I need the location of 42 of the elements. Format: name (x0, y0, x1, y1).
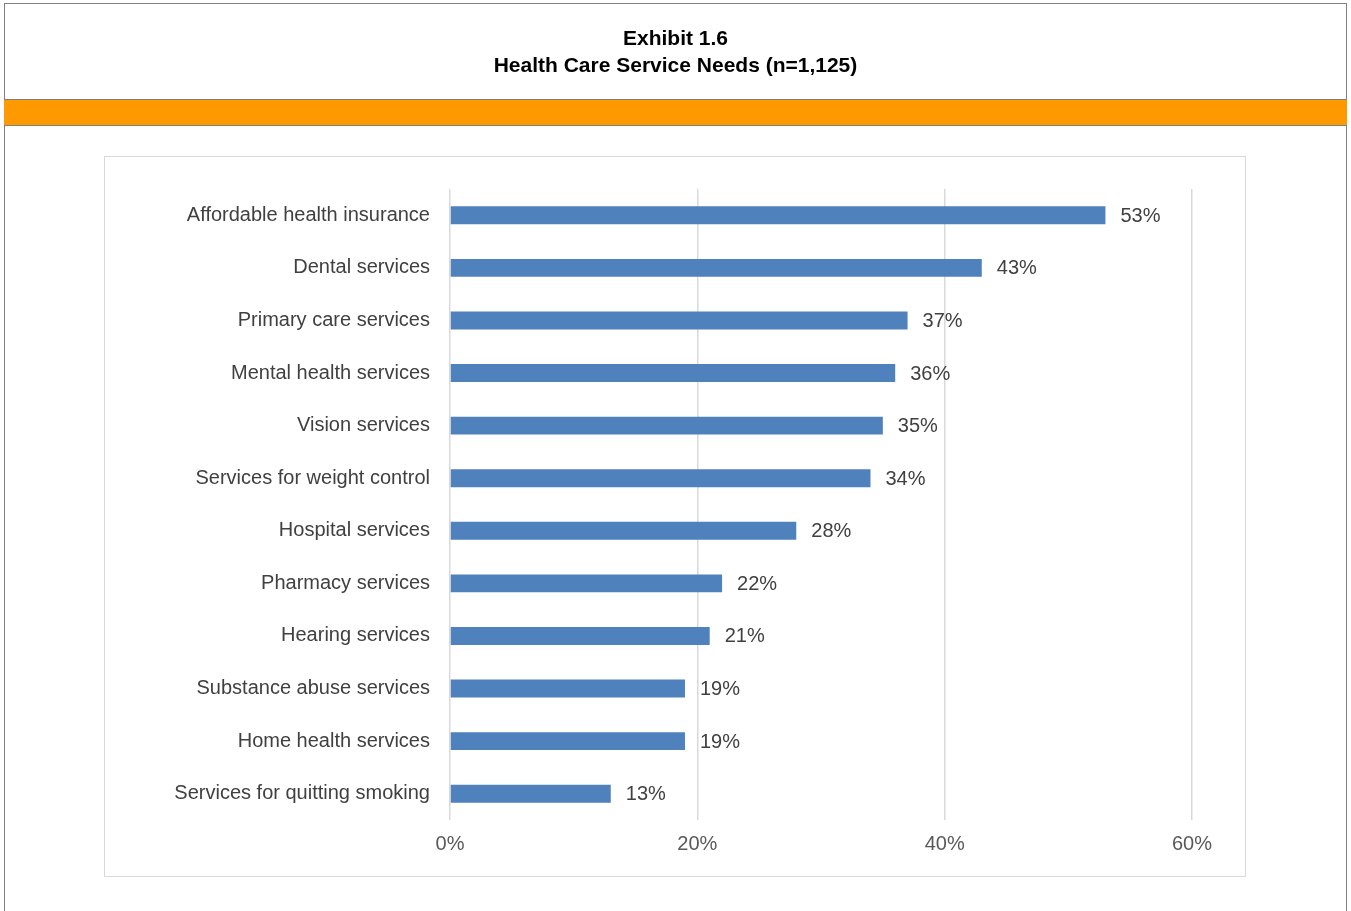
bar (450, 574, 723, 593)
chart-subtitle: Health Care Service Needs (n=1,125) (492, 52, 859, 78)
y-tick-label: Vision services (296, 413, 430, 436)
bar (450, 206, 1106, 225)
y-tick-label: Primary care services (237, 307, 430, 330)
bar (450, 311, 908, 330)
y-tick-label: Services for quitting smoking (174, 781, 430, 804)
y-tick-label: Hearing services (281, 623, 430, 646)
y-tick-label: Substance abuse services (196, 676, 430, 699)
data-label: 28% (811, 519, 852, 542)
bar (450, 469, 871, 488)
x-tick-label: 20% (677, 831, 718, 854)
bar (450, 258, 982, 277)
data-label: 21% (724, 624, 765, 647)
y-tick-label: Mental health services (231, 360, 430, 383)
data-label: 43% (996, 256, 1038, 279)
data-label: 53% (1120, 203, 1161, 226)
data-label: 13% (625, 782, 667, 805)
y-tick-label: Dental services (293, 255, 430, 278)
y-tick-label: Affordable health insurance (186, 202, 430, 225)
data-label: 19% (699, 677, 741, 700)
bar (450, 521, 797, 540)
data-label: 36% (910, 361, 951, 384)
data-label: 35% (897, 414, 939, 437)
x-tick-label: 60% (1171, 831, 1213, 854)
bar (450, 364, 896, 382)
data-label: 34% (885, 466, 926, 489)
data-label: 19% (699, 729, 741, 752)
x-tick-label: 40% (924, 831, 965, 854)
data-label: 22% (737, 571, 778, 594)
data-label: 37% (922, 308, 963, 331)
y-tick-label: Services for weight control (195, 465, 430, 488)
bar (450, 732, 685, 751)
y-tick-label: Pharmacy services (261, 570, 430, 593)
y-tick-label: Home health services (237, 728, 430, 751)
bar (450, 416, 883, 435)
chart-title: Exhibit 1.6 (622, 25, 729, 51)
bar (450, 784, 611, 803)
bar (450, 679, 685, 698)
x-tick-label: 0% (435, 831, 465, 854)
y-tick-label: Hospital services (278, 518, 430, 541)
bar (450, 627, 710, 645)
